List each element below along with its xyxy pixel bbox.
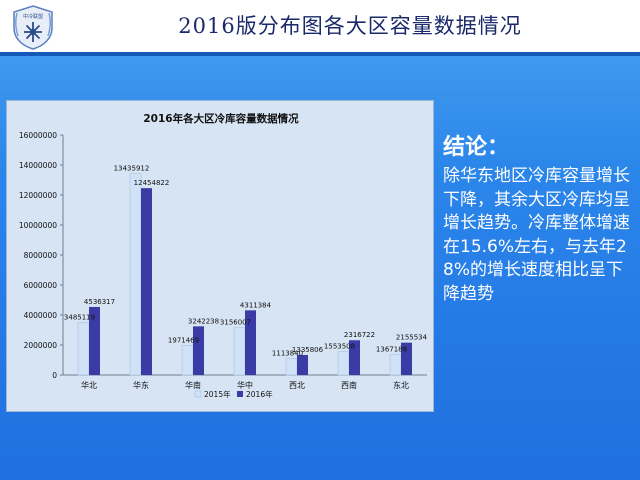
bar-2016年-西北 <box>297 354 308 375</box>
data-label: 4536317 <box>84 298 115 306</box>
bar-2016年-华中 <box>245 310 256 375</box>
data-label: 1113840 <box>272 349 303 357</box>
bar-chart: 2016年各大区冷库容量数据情况 0 2000000 4000000 6000000 8… <box>19 112 428 399</box>
y-tick-label: 12000000 <box>19 191 57 200</box>
legend-label: 2016年 <box>246 389 273 399</box>
x-tick-label: 华东 <box>133 380 149 390</box>
x-tick-label: 西北 <box>289 381 305 390</box>
bar-2016年-华东 <box>141 188 152 375</box>
bar-2015年-华北 <box>77 322 90 376</box>
bar-2015年-西北 <box>285 357 298 376</box>
x-tick-label: 华中 <box>237 380 253 390</box>
legend-swatch <box>237 391 243 397</box>
conclusion-box: 结论： 除华东地区冷库容量增长下降，其余大区冷库均呈增长趋势。冷库整体增速在15… <box>443 133 633 306</box>
y-tick-label: 14000000 <box>19 161 57 170</box>
y-tick-label: 2000000 <box>24 341 58 350</box>
legend-swatch <box>194 390 202 398</box>
bar-2015年-西南 <box>337 351 350 376</box>
data-label: 1367188 <box>376 345 407 353</box>
data-label: 3242238 <box>188 317 219 325</box>
data-label: 13435912 <box>114 164 150 172</box>
bar-2016年-西南 <box>349 340 360 375</box>
y-tick-label: 4000000 <box>24 311 58 320</box>
y-tick-label: 0 <box>52 371 57 380</box>
conclusion-text: 除华东地区冷库容量增长下降，其余大区冷库均呈增长趋势。冷库整体增速在15.6%左… <box>443 166 630 304</box>
data-label: 3485119 <box>64 314 95 322</box>
alliance-logo: 中冷联盟 <box>13 5 53 50</box>
bar-2016年-华北 <box>89 306 100 375</box>
bar-2015年-华中 <box>233 327 246 376</box>
bar-2015年-华南 <box>181 345 194 376</box>
y-tick-label: 16000000 <box>19 131 57 140</box>
y-tick-label: 10000000 <box>19 221 57 230</box>
data-label: 2316722 <box>344 331 375 339</box>
data-label: 4311384 <box>240 301 272 309</box>
x-tick-label: 华北 <box>81 380 97 390</box>
header-bar <box>0 0 640 52</box>
conclusion-heading: 结论： <box>443 135 510 160</box>
data-label: 1971469 <box>168 336 199 344</box>
x-tick-label: 东北 <box>393 380 409 390</box>
data-label: 12454822 <box>134 179 170 187</box>
header-divider <box>0 52 640 56</box>
page-title: 2016版分布图各大区容量数据情况 <box>178 14 522 38</box>
chart-panel: 2016年各大区冷库容量数据情况 0 2000000 4000000 6000000 8… <box>6 100 434 412</box>
legend-label: 2015年 <box>204 389 231 399</box>
data-label: 1335806 <box>292 346 324 354</box>
bar-2015年-东北 <box>389 354 402 376</box>
y-tick-label: 6000000 <box>24 281 58 290</box>
bar-2016年-东北 <box>401 342 412 375</box>
data-label: 1553508 <box>324 343 355 351</box>
data-label: 3156007 <box>220 319 251 327</box>
x-tick-label: 西南 <box>341 380 357 390</box>
logo-text: 中冷联盟 <box>23 13 43 20</box>
data-label: 2155534 <box>396 334 428 342</box>
x-tick-label: 华南 <box>185 380 201 390</box>
chart-title: 2016年各大区冷库容量数据情况 <box>143 112 299 125</box>
y-tick-label: 8000000 <box>24 251 58 260</box>
bar-2016年-华南 <box>193 326 204 375</box>
bar-2015年-华东 <box>129 173 142 376</box>
